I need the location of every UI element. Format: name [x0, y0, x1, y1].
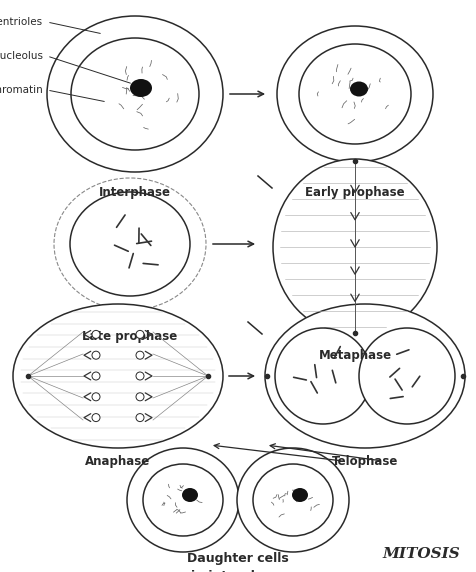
Ellipse shape: [54, 178, 206, 310]
Circle shape: [136, 393, 144, 401]
Circle shape: [92, 331, 100, 339]
Circle shape: [136, 351, 144, 359]
Ellipse shape: [13, 304, 223, 448]
Circle shape: [136, 372, 144, 380]
Text: MITOSIS: MITOSIS: [381, 547, 459, 561]
Circle shape: [92, 351, 100, 359]
Text: Early prophase: Early prophase: [305, 185, 404, 198]
Text: Anaphase: Anaphase: [85, 455, 150, 468]
Ellipse shape: [277, 26, 432, 162]
Ellipse shape: [349, 81, 367, 97]
Text: Nucleolus: Nucleolus: [0, 51, 43, 61]
Text: Daughter cells
in interphase: Daughter cells in interphase: [187, 553, 288, 572]
Ellipse shape: [47, 16, 223, 172]
Ellipse shape: [70, 192, 189, 296]
Ellipse shape: [265, 304, 464, 448]
Text: Interphase: Interphase: [99, 185, 170, 198]
Ellipse shape: [130, 79, 152, 97]
Ellipse shape: [252, 464, 332, 536]
Ellipse shape: [358, 328, 454, 424]
Circle shape: [92, 372, 100, 380]
Ellipse shape: [71, 38, 198, 150]
Circle shape: [136, 331, 144, 339]
Ellipse shape: [182, 488, 198, 502]
Ellipse shape: [272, 159, 436, 335]
Text: Chromatin: Chromatin: [0, 85, 43, 95]
Circle shape: [92, 393, 100, 401]
Ellipse shape: [143, 464, 223, 536]
Text: Telophase: Telophase: [331, 455, 397, 468]
Ellipse shape: [237, 448, 348, 552]
Text: Metaphase: Metaphase: [318, 348, 391, 362]
Text: Centrioles: Centrioles: [0, 17, 43, 27]
Ellipse shape: [291, 488, 307, 502]
Circle shape: [92, 414, 100, 422]
Text: Late prophase: Late prophase: [82, 329, 177, 343]
Ellipse shape: [127, 448, 238, 552]
Ellipse shape: [275, 328, 370, 424]
Circle shape: [136, 414, 144, 422]
Ellipse shape: [298, 44, 410, 144]
